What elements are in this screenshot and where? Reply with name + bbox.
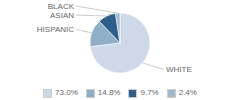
- svg-text:HISPANIC: HISPANIC: [37, 25, 74, 34]
- html-text:14.8%: 14.8%: [97, 88, 121, 97]
- html-text:2.4%: 2.4%: [178, 88, 197, 97]
- html-text:73.0%: 73.0%: [55, 88, 78, 97]
- svg-text:BLACK: BLACK: [48, 2, 75, 11]
- svg-text:ASIAN: ASIAN: [50, 11, 74, 20]
- html-text:9.7%: 9.7%: [140, 88, 159, 97]
- svg-text:WHITE: WHITE: [166, 65, 192, 74]
